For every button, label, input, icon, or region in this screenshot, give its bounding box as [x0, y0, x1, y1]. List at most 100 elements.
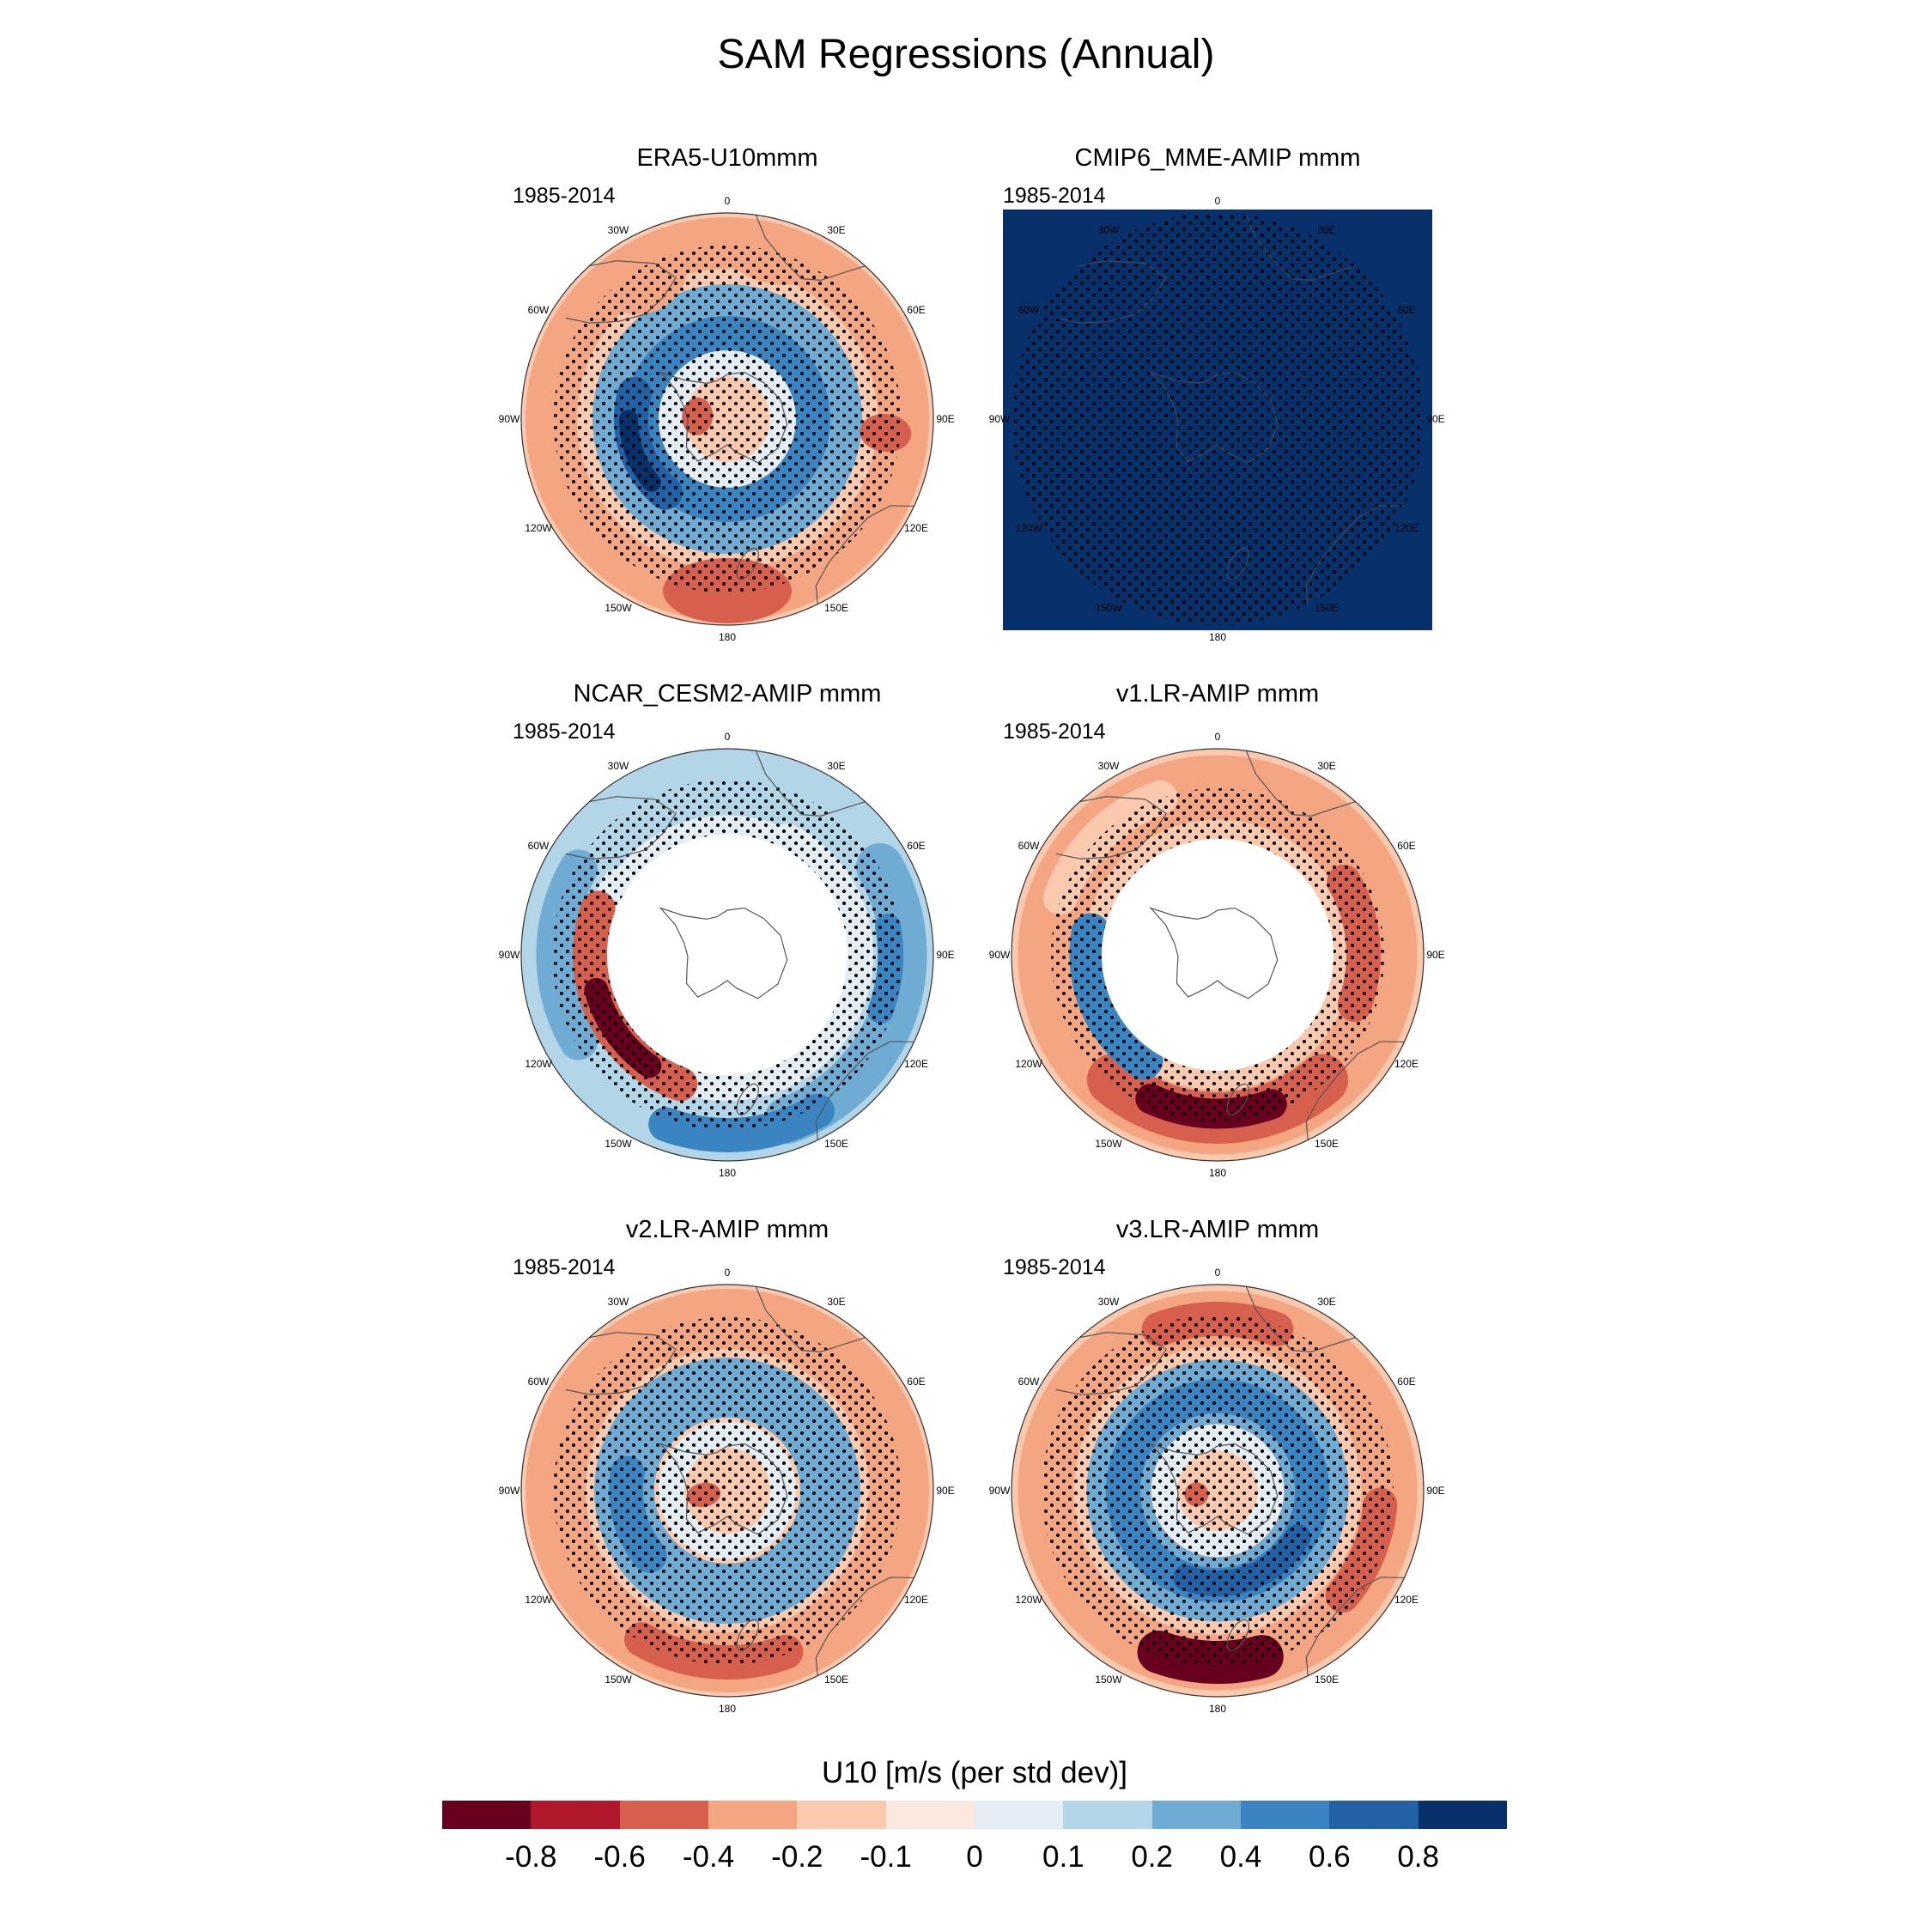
longitude-label: 60W — [1018, 304, 1040, 316]
period-label: 1985-2014 — [1003, 720, 1106, 744]
colorbar-tick-label: -0.8 — [505, 1840, 557, 1874]
colorbar-tick-label: -0.6 — [593, 1840, 646, 1874]
africa-coastline — [755, 215, 866, 281]
map-boundary — [520, 212, 934, 626]
colorbar-swatch — [1151, 1801, 1241, 1829]
colorbar-title: U10 [m/s (per std dev)] — [822, 1756, 1127, 1789]
panel-title: v3.LR-AMIP mmm — [1115, 1216, 1320, 1243]
colorbar-swatches — [442, 1801, 1507, 1829]
longitude-label: 30E — [827, 1296, 845, 1308]
polar-map: 0 30E 60E 90E 120E 150E 180 150W 120W 90W 60W 30W — [989, 195, 1445, 643]
longitude-label: 0 — [1215, 731, 1221, 743]
polar-map: 0 30E 60E 90E 120E 150E 180 150W 120W 90W 60W 30W — [499, 1267, 955, 1715]
masked-region — [607, 835, 848, 1075]
colorbar: U10 [m/s (per std dev)] -0.8 -0.6 -0.4 -0.2… — [442, 1756, 1507, 1874]
longitude-label: 120E — [904, 1058, 928, 1070]
new-zealand-coastline — [1226, 547, 1249, 580]
map-field — [521, 213, 933, 625]
africa-coastline — [1245, 215, 1356, 281]
colorbar-swatch — [1418, 1801, 1507, 1829]
africa-coastline — [755, 1286, 866, 1352]
map-field — [521, 1285, 933, 1697]
longitude-label: 120W — [1015, 1058, 1042, 1070]
new-zealand-coastline — [736, 547, 759, 580]
longitude-label: 180 — [1209, 1167, 1226, 1179]
longitude-label: 120W — [1015, 1594, 1042, 1606]
longitude-label: 90W — [499, 413, 520, 425]
colorbar-tick-label: -0.2 — [771, 1840, 823, 1874]
longitude-label: 120E — [1394, 1594, 1419, 1606]
longitude-label: 150E — [824, 602, 848, 614]
longitude-label: 30E — [1317, 1296, 1335, 1308]
longitude-label: 60W — [528, 840, 550, 852]
longitude-label: 180 — [1209, 1703, 1226, 1715]
longitude-label: 90E — [1426, 949, 1444, 961]
longitude-label: 150W — [1095, 1674, 1122, 1686]
colorbar-swatch — [619, 1801, 708, 1829]
south-america-coastline — [565, 1332, 677, 1395]
polar-map: 0 30E 60E 90E 120E 150E 180 150W 120W 90W 60W 30W — [499, 195, 955, 643]
south-america-coastline — [1055, 260, 1167, 324]
map-panel: NCAR_CESM2-AMIP mmm 1985-2014 0 30E 60E 90E… — [487, 680, 968, 1195]
colorbar-tick-label: 0.8 — [1397, 1840, 1439, 1874]
colorbar-tick-label: 0.6 — [1309, 1840, 1351, 1874]
longitude-label: 60E — [907, 304, 925, 316]
colorbar-swatch — [442, 1801, 532, 1829]
antarctica-coastline — [659, 371, 788, 464]
longitude-label: 90E — [936, 413, 954, 425]
polar-map: 0 30E 60E 90E 120E 150E 180 150W 120W 90W 60W 30W — [989, 731, 1445, 1179]
longitude-label: 90W — [989, 949, 1011, 961]
panel-title: v2.LR-AMIP mmm — [625, 1216, 829, 1243]
colorbar-swatch — [708, 1801, 798, 1829]
longitude-label: 0 — [1215, 195, 1221, 207]
colorbar-tick-label: -0.4 — [682, 1840, 735, 1874]
longitude-label: 180 — [719, 1703, 736, 1715]
map-panel: ERA5-U10mmm 1985-2014 0 30E 60E 90E 120E 150E… — [487, 144, 968, 659]
longitude-label: 60W — [1018, 1376, 1040, 1388]
longitude-label: 90E — [936, 1485, 954, 1497]
longitude-label: 30W — [608, 760, 629, 772]
panel-title: CMIP6_MME-AMIP mmm — [1074, 144, 1361, 172]
significance-stippling — [553, 1316, 902, 1665]
colorbar-swatch — [885, 1801, 975, 1829]
colorbar-swatch — [797, 1801, 886, 1829]
period-label: 1985-2014 — [513, 184, 616, 208]
australia-coastline — [1305, 505, 1405, 605]
australia-coastline — [815, 1041, 914, 1140]
south-america-coastline — [565, 796, 677, 860]
longitude-label: 90W — [989, 413, 1011, 425]
longitude-label: 60E — [1397, 840, 1415, 852]
longitude-label: 90W — [989, 1485, 1011, 1497]
colorbar-tick-label: 0.1 — [1042, 1840, 1084, 1874]
longitude-label: 30E — [827, 224, 845, 236]
longitude-label: 30W — [1098, 224, 1120, 236]
longitude-label: 60W — [1018, 840, 1040, 852]
longitude-label: 120W — [525, 522, 552, 534]
longitude-label: 60E — [1397, 1376, 1415, 1388]
map-boundary — [520, 1284, 934, 1698]
longitude-label: 0 — [725, 731, 731, 743]
longitude-label: 150E — [824, 1674, 848, 1686]
africa-coastline — [1245, 1286, 1356, 1352]
longitude-label: 30W — [1098, 760, 1120, 772]
new-zealand-coastline — [1226, 1083, 1249, 1115]
longitude-label: 180 — [1209, 631, 1226, 643]
polar-map: 0 30E 60E 90E 120E 150E 180 150W 120W 90W 60W 30W — [499, 731, 955, 1179]
map-panel: v1.LR-AMIP mmm 1985-2014 0 30E 60E 90E 120E 1… — [977, 680, 1458, 1195]
longitude-label: 30W — [608, 1296, 629, 1308]
longitude-label: 30E — [827, 760, 845, 772]
longitude-label: 90E — [936, 949, 954, 961]
antarctica-coastline — [1149, 1443, 1279, 1535]
antarctica-coastline — [659, 1443, 788, 1535]
period-label: 1985-2014 — [1003, 1255, 1106, 1279]
figure-title: SAM Regressions (Annual) — [717, 32, 1215, 77]
colorbar-swatch — [531, 1801, 620, 1829]
australia-coastline — [1305, 1577, 1405, 1676]
longitude-label: 0 — [725, 195, 731, 207]
longitude-label: 180 — [719, 631, 736, 643]
new-zealand-coastline — [736, 1083, 759, 1115]
longitude-label: 90W — [499, 949, 520, 961]
field-band — [648, 1093, 835, 1152]
longitude-label: 150W — [1095, 1138, 1122, 1150]
longitude-label: 30W — [608, 224, 629, 236]
